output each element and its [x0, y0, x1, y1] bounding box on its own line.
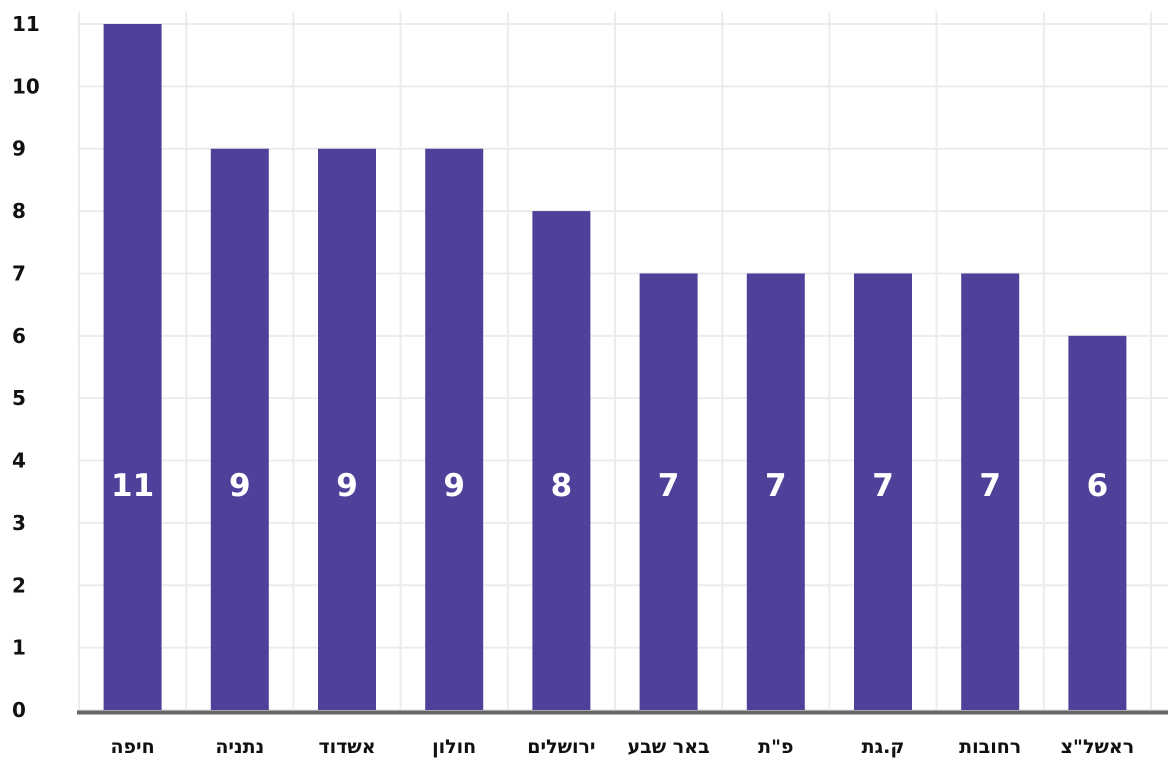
x-tick-label: אשדוד: [318, 736, 375, 758]
y-tick-label: 9: [12, 137, 26, 161]
y-tick-label: 1: [12, 636, 26, 660]
data-labels: 11 9 9 9 8 7 7 7 7 6: [111, 468, 1108, 504]
y-tick-label: 4: [12, 449, 26, 473]
bar: [961, 273, 1020, 710]
bar: [210, 148, 269, 710]
data-label: 9: [443, 468, 465, 504]
x-tick-label: נתניה: [215, 736, 264, 758]
bars: [103, 24, 1127, 710]
bar: [103, 24, 162, 710]
data-label: 11: [111, 468, 154, 504]
data-label: 8: [551, 468, 573, 504]
bar: [639, 273, 698, 710]
data-label: 9: [336, 468, 358, 504]
x-tick-label: פ"ת: [758, 736, 793, 758]
data-label: 9: [229, 468, 251, 504]
bar: [746, 273, 805, 710]
x-axis-ticks: חיפה נתניה אשדוד חולון ירושלים באר שבע פ"ת ק.גת…: [110, 736, 1134, 758]
bar: [318, 148, 376, 710]
x-tick-label: רחובות: [959, 736, 1021, 758]
bar: [425, 148, 484, 710]
x-tick-label: חיפה: [110, 736, 154, 758]
x-tick-label: ראשל"צ: [1061, 736, 1134, 758]
x-tick-label: ירושלים: [527, 736, 595, 758]
y-tick-label: 7: [12, 261, 26, 285]
bar: [1068, 335, 1127, 710]
y-tick-label: 6: [12, 324, 26, 348]
data-label: 7: [765, 468, 787, 504]
data-label: 6: [1087, 468, 1109, 504]
y-tick-label: 0: [12, 698, 26, 722]
data-label: 7: [979, 468, 1001, 504]
y-tick-label: 3: [12, 511, 26, 535]
x-tick-label: חולון: [432, 736, 476, 758]
data-label: 7: [872, 468, 894, 504]
data-label: 7: [658, 468, 680, 504]
y-tick-label: 10: [12, 74, 40, 98]
y-tick-label: 8: [12, 199, 26, 223]
bar: [854, 273, 912, 710]
y-tick-label: 11: [12, 12, 40, 36]
bar: [532, 211, 591, 710]
y-axis-ticks: 0 1 2 3 4 5 6 7 8 9 10 11: [12, 12, 40, 722]
x-tick-label: ק.גת: [862, 736, 905, 758]
y-tick-label: 2: [12, 573, 26, 597]
y-tick-label: 5: [12, 386, 26, 410]
x-tick-label: באר שבע: [628, 736, 710, 758]
